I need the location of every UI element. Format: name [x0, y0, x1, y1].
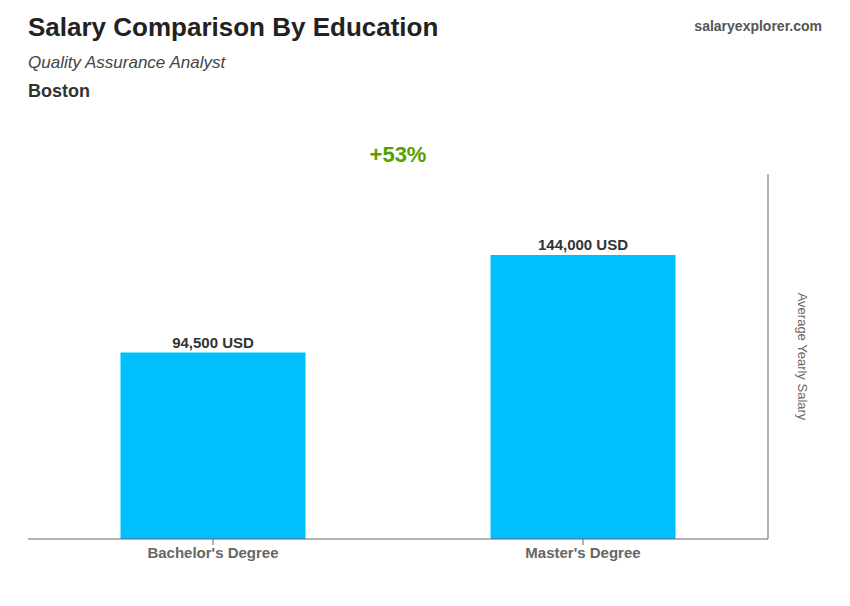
- svg-text:Master's Degree: Master's Degree: [525, 544, 640, 561]
- svg-text:144,000 USD: 144,000 USD: [538, 236, 628, 253]
- svg-text:94,500 USD: 94,500 USD: [172, 334, 254, 351]
- html-text:Boston: Boston: [28, 81, 90, 101]
- svg-text:Average Yearly Salary: Average Yearly Salary: [795, 293, 810, 421]
- html-text:Quality Assurance Analyst: Quality Assurance Analyst: [28, 53, 226, 72]
- html-text:salaryexplorer.com: salaryexplorer.com: [694, 18, 822, 34]
- svg-text:Bachelor's Degree: Bachelor's Degree: [147, 544, 278, 561]
- html-text:+53%: +53%: [369, 142, 427, 167]
- html-text:Salary Comparison By Education: Salary Comparison By Education: [28, 12, 439, 42]
